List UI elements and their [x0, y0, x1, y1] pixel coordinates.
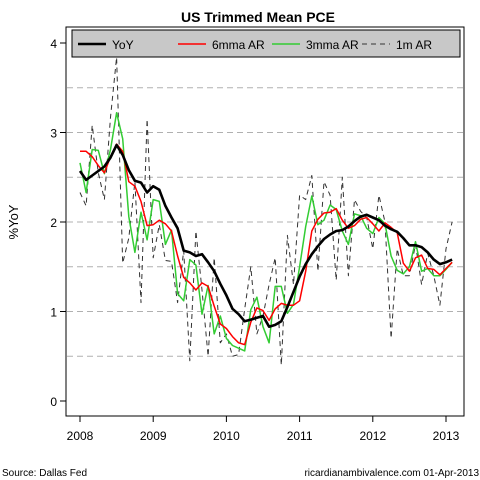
legend-label: 1m AR	[396, 38, 432, 52]
series-line-3mma-ar	[79, 112, 453, 352]
x-tick-label: 2013	[433, 429, 460, 443]
legend-label: YoY	[112, 38, 134, 52]
y-axis: 0 1 2 3 4	[50, 37, 66, 409]
series-layer	[78, 56, 453, 366]
chart-title: US Trimmed Mean PCE	[181, 9, 335, 25]
x-tick-label: 2011	[287, 429, 313, 443]
plot-frame	[65, 26, 465, 417]
y-tick-label: 3	[50, 127, 57, 141]
legend-items: YoY 6mma AR 3mma AR 1m AR	[78, 38, 432, 52]
legend: YoY 6mma AR 3mma AR 1m AR	[71, 29, 461, 58]
y-tick-label: 2	[50, 216, 57, 230]
y-tick-label: 1	[50, 306, 57, 320]
x-tick-label: 2009	[140, 429, 167, 443]
y-axis-label: %YoY	[6, 204, 21, 239]
gridlines	[67, 87, 463, 357]
x-tick-label: 2008	[67, 429, 94, 443]
series-line-yoy	[78, 143, 453, 329]
y-tick-label: 4	[50, 37, 57, 51]
x-tick-label: 2010	[213, 429, 240, 443]
credit-note: ricardianambivalence.com 01-Apr-2013	[304, 468, 479, 479]
y-tick-label: 0	[50, 395, 57, 409]
legend-label: 6mma AR	[212, 38, 265, 52]
x-tick-label: 2012	[359, 429, 386, 443]
legend-box	[71, 29, 461, 58]
x-axis: 2008 2009 2010 2011 2012 2013	[67, 416, 460, 443]
source-note: Source: Dallas Fed	[2, 468, 87, 479]
series-line-6mma-ar	[80, 143, 453, 346]
legend-label: 3mma AR	[306, 38, 359, 52]
